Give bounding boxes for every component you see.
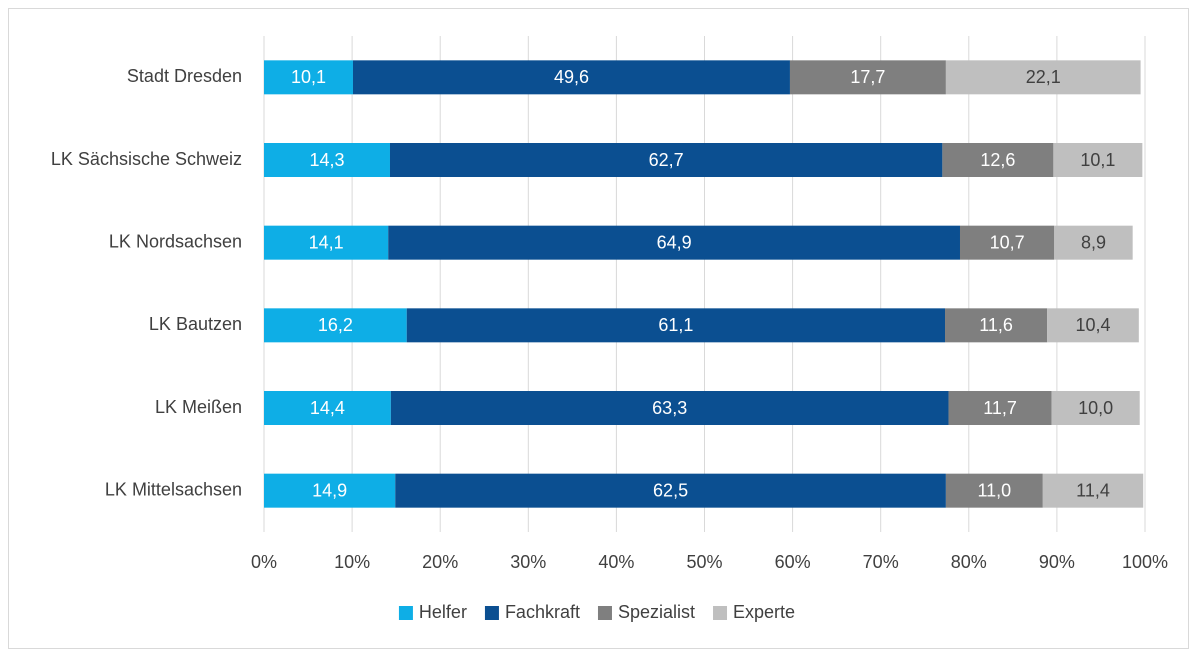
- bar-segment: [264, 391, 391, 425]
- bar-segment: [352, 60, 790, 95]
- bar-segment: [1051, 391, 1140, 425]
- bar-segment: [264, 143, 390, 177]
- x-tick-label: 70%: [863, 552, 899, 572]
- bar-segment: [945, 60, 1141, 95]
- bar-segment: [390, 391, 949, 425]
- data-label: 11,6: [979, 315, 1013, 335]
- data-label: 11,0: [977, 480, 1011, 500]
- legend-label: Experte: [733, 602, 795, 622]
- bar-segment: [959, 225, 1055, 260]
- data-label: 61,1: [658, 315, 693, 335]
- x-tick-label: 100%: [1122, 552, 1168, 572]
- legend-swatch: [597, 606, 612, 620]
- x-tick-label: 20%: [422, 552, 458, 572]
- bar-segment: [1053, 143, 1143, 177]
- data-label: 10,7: [990, 232, 1025, 252]
- x-tick-label: 40%: [598, 552, 634, 572]
- y-tick-label: LK Nordsachsen: [109, 231, 242, 251]
- bar-segment: [264, 60, 353, 95]
- data-label: 10,4: [1075, 315, 1110, 335]
- data-label: 12,6: [980, 150, 1015, 170]
- bar-segment: [1047, 308, 1139, 343]
- x-tick-label: 50%: [686, 552, 722, 572]
- data-label: 62,5: [653, 480, 688, 500]
- bar-segment: [945, 308, 1048, 343]
- data-label: 11,7: [983, 398, 1017, 418]
- bar-segment: [1042, 473, 1144, 508]
- data-label: 22,1: [1026, 67, 1061, 87]
- x-tick-label: 60%: [775, 552, 811, 572]
- x-tick-label: 10%: [334, 552, 370, 572]
- bar-segment: [942, 143, 1054, 177]
- data-label: 17,7: [850, 67, 885, 87]
- legend-swatch: [398, 606, 413, 620]
- chart-frame: [8, 8, 1189, 649]
- bar-segment: [388, 225, 960, 260]
- bar-segment: [945, 473, 1043, 508]
- bar-segment: [1054, 225, 1133, 260]
- legend-label: Fachkraft: [505, 602, 580, 622]
- bar-segment: [264, 473, 396, 508]
- legend-label: Helfer: [419, 602, 467, 622]
- bar-segment: [406, 308, 946, 343]
- data-label: 14,1: [309, 232, 344, 252]
- data-label: 64,9: [657, 232, 692, 252]
- data-label: 11,4: [1076, 480, 1110, 500]
- data-label: 14,9: [312, 480, 347, 500]
- data-label: 63,3: [652, 398, 687, 418]
- x-tick-label: 0%: [251, 552, 277, 572]
- data-label: 10,1: [1080, 150, 1115, 170]
- data-label: 14,4: [310, 398, 345, 418]
- y-tick-label: LK Sächsische Schweiz: [51, 149, 242, 169]
- bar-segment: [395, 473, 946, 508]
- x-tick-label: 80%: [951, 552, 987, 572]
- y-tick-label: Stadt Dresden: [127, 66, 242, 86]
- bar-segment: [948, 391, 1052, 425]
- bar-segment: [264, 308, 407, 343]
- data-label: 16,2: [318, 315, 353, 335]
- legend-swatch: [484, 606, 499, 620]
- bar-segment: [389, 143, 943, 177]
- y-tick-label: LK Mittelsachsen: [105, 479, 242, 499]
- data-label: 14,3: [309, 150, 344, 170]
- y-tick-label: LK Bautzen: [149, 314, 242, 334]
- legend-label: Spezialist: [618, 602, 695, 622]
- bar-segment: [264, 225, 389, 260]
- data-label: 10,0: [1078, 398, 1113, 418]
- x-tick-label: 30%: [510, 552, 546, 572]
- bar-segment: [789, 60, 946, 95]
- x-tick-label: 90%: [1039, 552, 1075, 572]
- y-tick-label: LK Meißen: [155, 397, 242, 417]
- data-label: 62,7: [649, 150, 684, 170]
- data-label: 10,1: [291, 67, 326, 87]
- data-label: 49,6: [554, 67, 589, 87]
- legend-swatch: [713, 606, 728, 620]
- data-label: 8,9: [1081, 232, 1106, 252]
